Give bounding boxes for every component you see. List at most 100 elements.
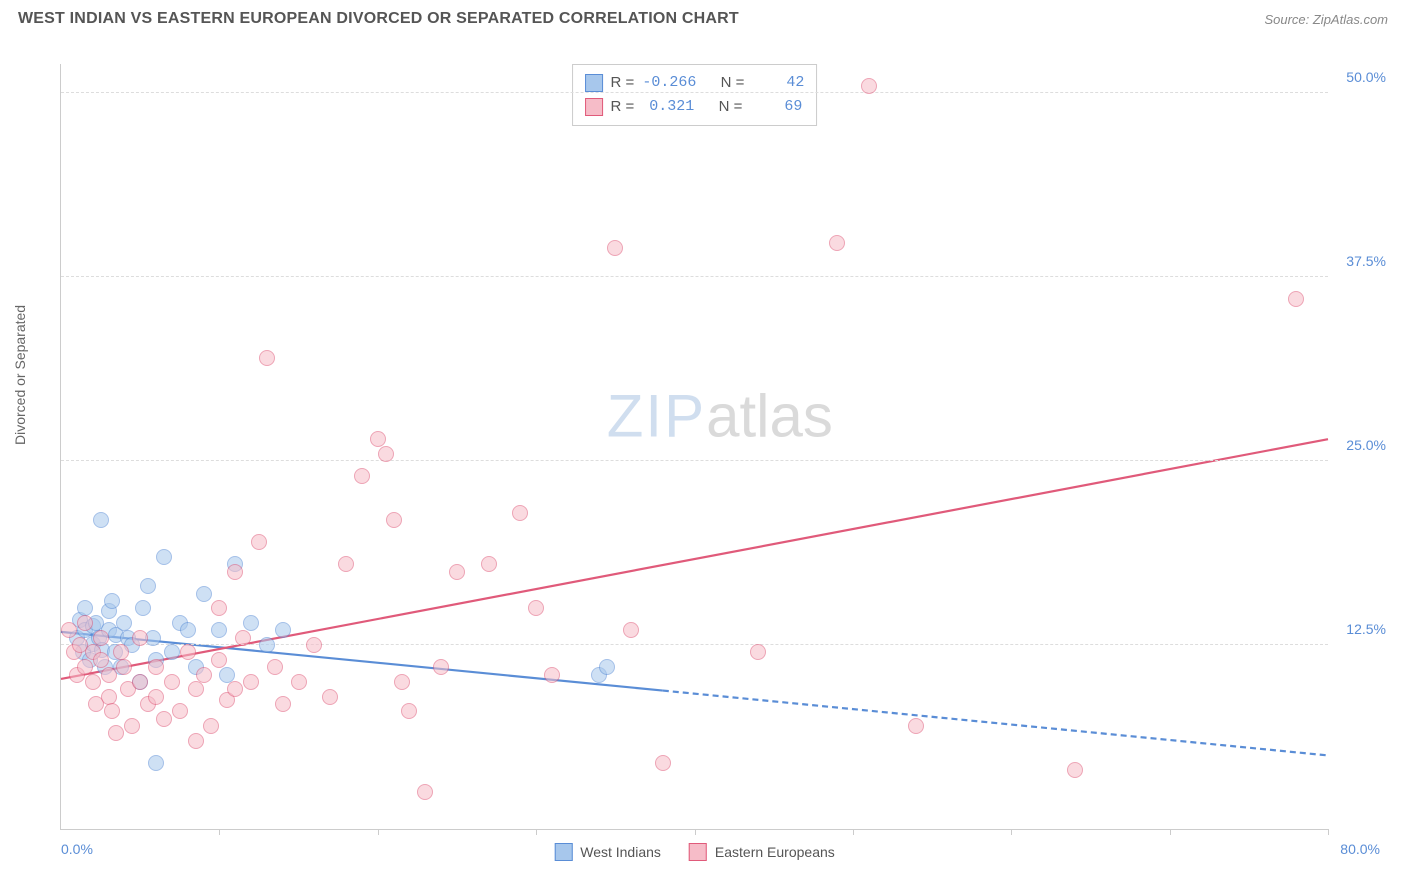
data-point [401, 703, 417, 719]
r-value: -0.266 [642, 71, 696, 95]
data-point [77, 659, 93, 675]
data-point [338, 556, 354, 572]
n-label: N = [721, 71, 745, 95]
legend-swatch [585, 98, 603, 116]
data-point [386, 512, 402, 528]
legend-swatch [689, 843, 707, 861]
data-point [354, 468, 370, 484]
data-point [104, 593, 120, 609]
r-label: R = [611, 71, 635, 95]
legend-label: Eastern Europeans [715, 844, 835, 860]
data-point [481, 556, 497, 572]
watermark-zip: ZIP [607, 382, 706, 449]
plot-area: ZIPatlas R = -0.266 N = 42R = 0.321 N = 69 0… [60, 64, 1328, 830]
data-point [829, 235, 845, 251]
data-point [275, 696, 291, 712]
legend-label: West Indians [580, 844, 661, 860]
data-point [164, 674, 180, 690]
x-tick [695, 829, 696, 835]
data-point [1288, 291, 1304, 307]
data-point [267, 659, 283, 675]
data-point [116, 615, 132, 631]
data-point [93, 512, 109, 528]
r-value: 0.321 [642, 95, 694, 119]
data-point [77, 615, 93, 631]
r-label: R = [611, 95, 635, 119]
x-tick [853, 829, 854, 835]
data-point [235, 630, 251, 646]
data-point [172, 703, 188, 719]
n-label: N = [719, 95, 743, 119]
data-point [180, 622, 196, 638]
data-point [116, 659, 132, 675]
data-point [417, 784, 433, 800]
y-tick-label: 37.5% [1334, 253, 1386, 269]
data-point [148, 689, 164, 705]
data-point [607, 240, 623, 256]
data-point [164, 644, 180, 660]
stats-legend-row: R = 0.321 N = 69 [585, 95, 805, 119]
data-point [203, 718, 219, 734]
n-value: 69 [750, 95, 802, 119]
data-point [1067, 762, 1083, 778]
data-point [655, 755, 671, 771]
data-point [528, 600, 544, 616]
chart-title: WEST INDIAN VS EASTERN EUROPEAN DIVORCED… [18, 10, 739, 28]
stats-legend: R =-0.266 N =42R =0.321 N =69 [572, 64, 818, 126]
data-point [93, 652, 109, 668]
data-point [148, 659, 164, 675]
data-point [449, 564, 465, 580]
data-point [512, 505, 528, 521]
gridline [61, 460, 1328, 461]
data-point [104, 703, 120, 719]
data-point [275, 622, 291, 638]
source-attribution: Source: ZipAtlas.com [1264, 12, 1388, 27]
data-point [599, 659, 615, 675]
x-tick [536, 829, 537, 835]
legend-item: Eastern Europeans [689, 843, 835, 861]
data-point [132, 630, 148, 646]
y-tick-label: 12.5% [1334, 621, 1386, 637]
series-legend: West Indians Eastern Europeans [554, 843, 835, 861]
data-point [227, 681, 243, 697]
data-point [124, 718, 140, 734]
stats-legend-row: R = -0.266 N = 42 [585, 71, 805, 95]
y-tick-label: 25.0% [1334, 437, 1386, 453]
data-point [196, 586, 212, 602]
n-value: 42 [752, 71, 804, 95]
data-point [211, 622, 227, 638]
data-point [219, 667, 235, 683]
data-point [259, 637, 275, 653]
data-point [101, 689, 117, 705]
data-point [861, 78, 877, 94]
gridline [61, 276, 1328, 277]
data-point [433, 659, 449, 675]
watermark: ZIPatlas [607, 381, 833, 450]
chart-container: Divorced or Separated ZIPatlas R =-0.266… [18, 44, 1388, 874]
data-point [243, 615, 259, 631]
x-axis-max-label: 80.0% [1340, 841, 1380, 857]
data-point [544, 667, 560, 683]
x-tick [1170, 829, 1171, 835]
x-tick [1011, 829, 1012, 835]
x-tick [1328, 829, 1329, 835]
data-point [750, 644, 766, 660]
chart-header: WEST INDIAN VS EASTERN EUROPEAN DIVORCED… [0, 0, 1406, 34]
data-point [259, 350, 275, 366]
data-point [135, 600, 151, 616]
data-point [322, 689, 338, 705]
data-point [156, 711, 172, 727]
data-point [156, 549, 172, 565]
data-point [623, 622, 639, 638]
data-point [113, 644, 129, 660]
data-point [306, 637, 322, 653]
data-point [211, 600, 227, 616]
legend-item: West Indians [554, 843, 661, 861]
legend-swatch [554, 843, 572, 861]
legend-swatch [585, 74, 603, 92]
data-point [77, 600, 93, 616]
gridline [61, 92, 1328, 93]
data-point [394, 674, 410, 690]
data-point [227, 564, 243, 580]
data-point [188, 733, 204, 749]
